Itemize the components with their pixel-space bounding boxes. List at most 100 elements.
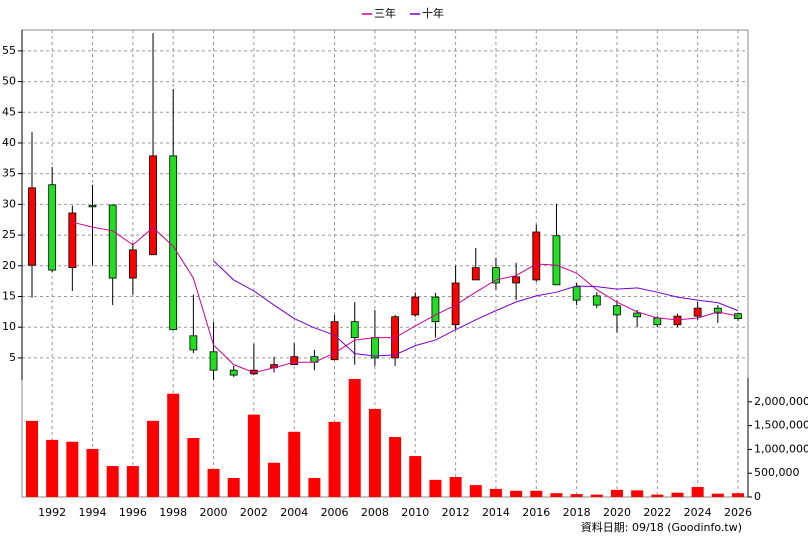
candle-body — [592, 295, 601, 306]
x-tick-label: 2010 — [401, 506, 429, 519]
volume-bar — [187, 437, 200, 497]
volume-bar — [651, 494, 664, 497]
volume-bar — [631, 490, 644, 497]
volume-bar — [510, 490, 523, 497]
x-tick-label: 2020 — [603, 506, 631, 519]
y-tick-label: 5 — [9, 351, 16, 364]
volume-bar — [469, 485, 482, 497]
volume-bar — [590, 494, 603, 497]
candle-body — [633, 312, 642, 318]
volume-bar — [449, 477, 462, 497]
candle-body — [673, 315, 682, 326]
candle-body — [209, 351, 218, 371]
y-tick-label: 20 — [2, 259, 16, 272]
candle-body — [371, 337, 379, 359]
candle-body — [613, 305, 621, 316]
x-tick-label: 2018 — [563, 506, 591, 519]
volume-bar — [167, 393, 180, 497]
candle-body — [229, 369, 238, 376]
volume-bar — [147, 420, 160, 497]
x-tick-label: 2008 — [361, 506, 389, 519]
volume-bar — [530, 490, 543, 497]
plot-frame — [21, 29, 749, 498]
volume-bar — [328, 421, 341, 497]
volume-bar — [711, 493, 724, 497]
candle-body — [88, 205, 97, 208]
volume-bar — [86, 448, 99, 497]
x-tick-label: 2000 — [200, 506, 228, 519]
volume-bar — [550, 493, 563, 497]
x-tick-label: 1994 — [79, 506, 107, 519]
y2-tick-label: 1,000,000 — [754, 442, 808, 455]
candle-body — [431, 296, 440, 323]
volume-bar — [671, 492, 684, 497]
candle-body — [532, 231, 541, 281]
x-tick-label: 2014 — [482, 506, 510, 519]
x-tick-label: 2004 — [280, 506, 308, 519]
volume-bar — [308, 477, 321, 497]
legend-label: 三年 — [374, 6, 396, 20]
candle-body — [552, 235, 561, 286]
volume-bar — [389, 437, 402, 497]
x-tick-label: 1992 — [38, 506, 66, 519]
y-tick-label: 30 — [2, 197, 16, 210]
legend-label: 十年 — [422, 6, 444, 20]
x-tick-label: 2012 — [442, 506, 470, 519]
x-tick-label: 1998 — [159, 506, 187, 519]
volume-bar — [691, 487, 704, 497]
volume-bar — [106, 466, 119, 497]
volume-bar — [348, 378, 361, 497]
volume-bar — [207, 468, 220, 497]
y2-tick-label: 2,000,000 — [754, 395, 808, 408]
x-tick-label: 2016 — [522, 506, 550, 519]
candle-body — [653, 317, 662, 326]
y-tick-label: 10 — [2, 320, 16, 333]
volume-bar — [46, 439, 59, 497]
volume-bar — [368, 408, 381, 497]
ma-line — [213, 260, 739, 357]
x-tick-label: 2024 — [684, 506, 712, 519]
volume-bar — [268, 462, 281, 497]
candle-body — [128, 249, 137, 279]
candle-body — [693, 307, 702, 317]
volume-bar — [288, 431, 301, 497]
volume-bar — [570, 494, 583, 497]
y2-tick-label: 1,500,000 — [754, 419, 808, 432]
x-tick-label: 1996 — [119, 506, 147, 519]
volume-bar — [732, 493, 744, 497]
candle-body — [290, 356, 299, 366]
candle-body — [108, 204, 117, 279]
volume-bar — [126, 466, 139, 497]
y2-tick-label: 0 — [754, 490, 761, 503]
candle-body — [512, 276, 521, 284]
volume-bar — [489, 488, 502, 497]
y-tick-label: 35 — [2, 167, 16, 180]
y-tick-label: 15 — [2, 289, 16, 302]
candle-body — [572, 286, 581, 301]
volume-bar — [610, 489, 623, 497]
candle-body — [350, 321, 359, 339]
y-tick-label: 25 — [2, 228, 16, 241]
candle-body — [169, 155, 178, 331]
volume-bar — [26, 420, 38, 497]
candle-body — [68, 212, 77, 269]
volume-bar — [247, 414, 260, 497]
candle-body — [48, 184, 57, 271]
y-tick-label: 45 — [2, 105, 16, 118]
candle-body — [330, 321, 339, 361]
candle-body — [189, 335, 198, 351]
volume-bar — [409, 456, 422, 497]
volume-bar — [429, 479, 442, 497]
x-tick-label: 2026 — [724, 506, 752, 519]
x-tick-label: 2006 — [321, 506, 349, 519]
volume-bar — [227, 477, 240, 497]
candle-body — [411, 296, 420, 316]
x-tick-label: 2022 — [643, 506, 671, 519]
candle-body — [451, 282, 460, 326]
y-tick-label: 55 — [2, 44, 16, 57]
footnote: 資料日期: 09/18 (Goodinfo.tw) — [581, 520, 742, 534]
y-tick-label: 50 — [2, 75, 16, 88]
candle-body — [713, 307, 722, 314]
candle-body — [28, 187, 36, 266]
